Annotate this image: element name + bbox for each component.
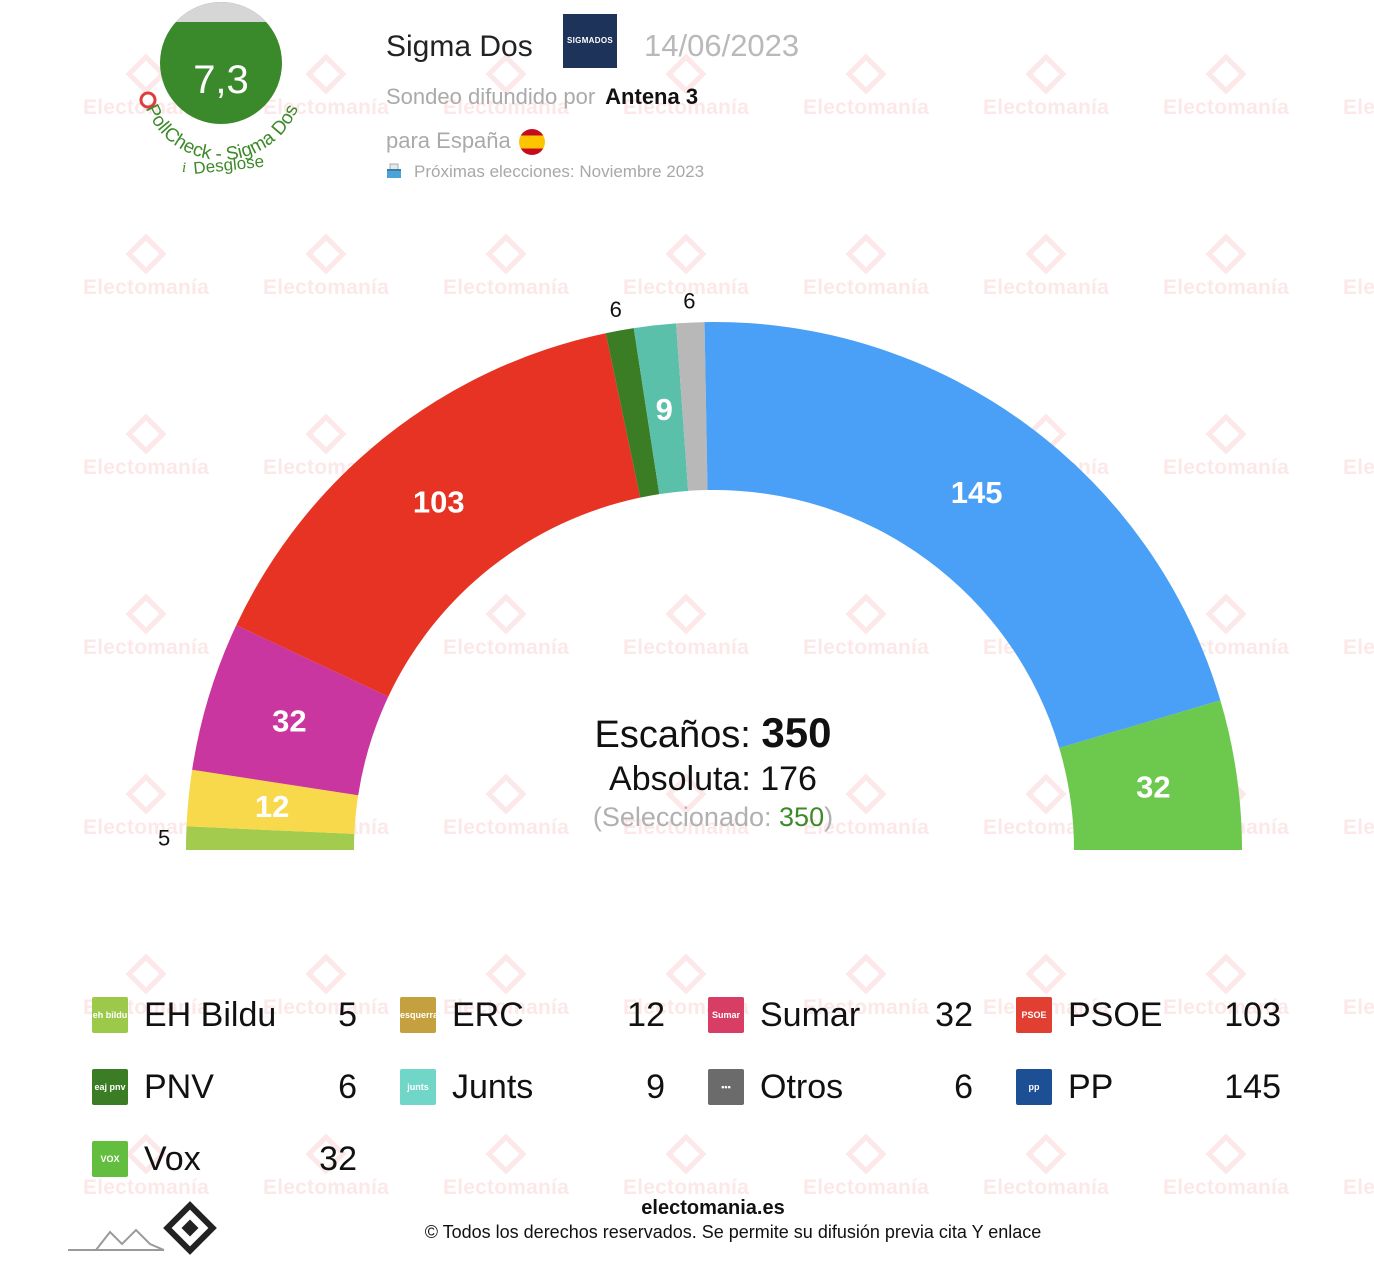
legend-item-erc[interactable]: esquerra ERC 12 — [400, 995, 665, 1035]
ballot-box-icon — [387, 163, 401, 178]
hemicycle-chart: 5 12 32 103 6 9 6 145 32 — [158, 289, 1242, 851]
legend-party-name: ERC — [452, 996, 524, 1034]
legend-party-seats: 32 — [319, 1140, 357, 1178]
watermark: Electomanía — [1343, 1176, 1374, 1199]
majority-line: Absoluta: 176 — [513, 759, 913, 800]
legend-party-name: PP — [1068, 1068, 1114, 1106]
seat-segment-junts[interactable] — [633, 323, 689, 495]
watermark: Electomanía — [606, 1132, 766, 1200]
legend-party-seats: 12 — [627, 996, 665, 1034]
legend-party-name: Otros — [760, 1068, 844, 1106]
score-value: 7,3 — [193, 58, 249, 102]
legend-party-name: PSOE — [1068, 996, 1163, 1034]
selected-prefix: (Seleccionado: — [592, 802, 772, 833]
legend-item-junts[interactable]: junts Junts 9 — [400, 1067, 665, 1107]
legend-party-seats: 103 — [1224, 996, 1281, 1034]
next-election: Próximas elecciones: Noviembre 2023 — [414, 162, 705, 181]
seat-label-psoe: 103 — [413, 485, 465, 520]
pp-logo-icon: pp — [1016, 1069, 1052, 1105]
seat-segment-sumar[interactable] — [192, 625, 389, 796]
watermark: Electomanía — [1343, 996, 1374, 1019]
poll-date: 14/06/2023 — [644, 28, 800, 63]
seat-label-sumar: 32 — [272, 703, 306, 738]
watermark: Electomanía — [966, 1132, 1126, 1200]
seat-segment-pp[interactable] — [704, 322, 1221, 749]
legend-party-name: PNV — [144, 1068, 214, 1106]
footer-site[interactable]: electomania.es — [641, 1197, 785, 1219]
pollcheck-score-badge[interactable]: 7,3 PollCheck - Sigma Dos i Desglose — [118, 0, 328, 190]
eh-bildu-logo-icon: eh bildu — [92, 997, 128, 1033]
otros-logo-icon: ••• — [708, 1069, 744, 1105]
seats-label: Escaños: — [594, 714, 751, 756]
footer-copyright: © Todos los derechos reservados. Se perm… — [424, 1222, 1042, 1242]
sumar-logo-icon: Sumar — [708, 997, 744, 1033]
seat-label-otros: 6 — [683, 289, 695, 314]
legend-item-vox[interactable]: VOX Vox 32 — [92, 1139, 357, 1179]
next-election-line: Próximas elecciones: Noviembre 2023 — [386, 162, 704, 182]
broadcast-line: Sondeo difundido por Antena 3 — [386, 84, 698, 110]
legend-party-seats: 9 — [646, 1068, 665, 1106]
seat-label-junts: 9 — [656, 392, 673, 427]
info-icon: i — [182, 160, 186, 176]
footer-logos — [66, 1200, 226, 1261]
seat-segment-psoe[interactable] — [236, 333, 641, 697]
score-circle: 7,3 — [160, 2, 282, 124]
seat-segment-otros[interactable] — [676, 322, 708, 491]
seats-line: Escaños: 350 — [513, 708, 913, 759]
pnv-logo-icon: eaj pnv — [92, 1069, 128, 1105]
legend-party-seats: 5 — [338, 996, 357, 1034]
selected-line: (Seleccionado: 350) — [513, 799, 913, 837]
majority-value: 176 — [760, 759, 817, 798]
legend-party-seats: 6 — [954, 1068, 973, 1106]
legend-item-psoe[interactable]: PSOE PSOE 103 — [1016, 995, 1281, 1035]
watermark: Electomanía — [426, 1132, 586, 1200]
electomania-logo-icon — [68, 1201, 217, 1255]
legend-item-pp[interactable]: pp PP 145 — [1016, 1067, 1281, 1107]
legend-party-name: Junts — [452, 1068, 534, 1106]
broadcaster: Antena 3 — [605, 84, 699, 109]
seats-total: 350 — [761, 709, 832, 756]
spain-flag-icon — [518, 129, 545, 156]
broadcast-prefix: Sondeo difundido por — [386, 84, 596, 109]
seat-label-eh-bildu: 5 — [158, 826, 170, 851]
seat-segment-pnv[interactable] — [605, 328, 660, 498]
legend-party-seats: 145 — [1224, 1068, 1281, 1106]
watermark: Electomanía — [1146, 1132, 1306, 1200]
legend-item-pnv[interactable]: eaj pnv PNV 6 — [92, 1067, 357, 1107]
legend-party-seats: 32 — [935, 996, 973, 1034]
legend-party-name: EH Bildu — [144, 996, 277, 1034]
target-icon — [139, 91, 157, 109]
seat-label-pnv: 6 — [610, 297, 622, 322]
junts-logo-icon: junts — [400, 1069, 436, 1105]
legend-item-otros[interactable]: ••• Otros 6 — [708, 1067, 973, 1107]
watermark: Electomanía — [786, 1132, 946, 1200]
seat-segment-eh-bildu[interactable] — [186, 826, 355, 850]
seat-segment-vox[interactable] — [1059, 700, 1242, 850]
seat-label-vox: 32 — [1136, 769, 1170, 804]
score-cap — [160, 2, 282, 22]
score-arc: PollCheck - Sigma Dos i Desglose — [139, 91, 303, 178]
legend-item-sumar[interactable]: Sumar Sumar 32 — [708, 995, 973, 1035]
psoe-logo-icon: PSOE — [1016, 997, 1052, 1033]
selected-suffix: ) — [824, 802, 834, 833]
legend-party-name: Sumar — [760, 996, 861, 1034]
seat-label-erc: 12 — [255, 789, 289, 824]
seat-segment-erc[interactable] — [186, 769, 359, 834]
seat-label-pp: 145 — [951, 475, 1003, 510]
erc-logo-icon: esquerra — [400, 997, 436, 1033]
legend-item-eh-bildu[interactable]: eh bildu EH Bildu 5 — [92, 995, 357, 1035]
pollster-logo: SIGMADOS — [563, 14, 617, 68]
legend-party-seats: 6 — [338, 1068, 357, 1106]
pollster-name: Sigma Dos — [386, 30, 533, 63]
legend-party-name: Vox — [144, 1140, 201, 1178]
scope: para España — [386, 128, 511, 153]
seat-summary: Escaños: 350 Absoluta: 176 (Seleccionado… — [513, 708, 913, 837]
scope-line: para España — [386, 128, 545, 156]
vox-logo-icon: VOX — [92, 1141, 128, 1177]
selected-value: 350 — [779, 802, 825, 833]
majority-label: Absoluta: — [609, 759, 751, 798]
